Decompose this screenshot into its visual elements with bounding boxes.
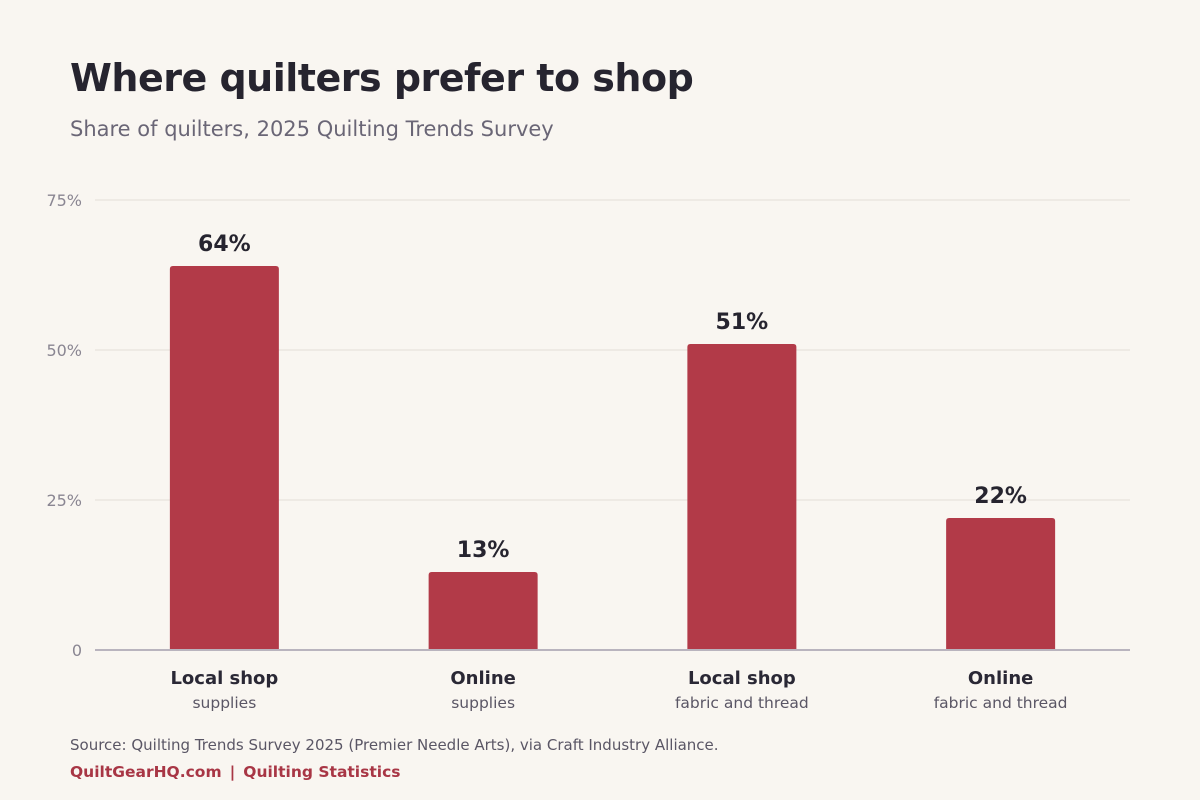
- x-axis-labels: Local shop supplies Online supplies Local sh…: [170, 668, 1067, 712]
- bar-value-label: 13%: [457, 538, 510, 563]
- bar[interactable]: [687, 344, 797, 650]
- x-category-sublabel: supplies: [451, 694, 515, 712]
- footer-credit: QuiltGearHQ.com | Quilting Statistics: [70, 763, 400, 781]
- bar[interactable]: [428, 572, 538, 650]
- footer-section-link[interactable]: Quilting Statistics: [243, 763, 401, 781]
- bar[interactable]: [169, 266, 279, 650]
- chart-title: Where quilters prefer to shop: [70, 56, 694, 100]
- bar-value-label: 64%: [198, 232, 251, 257]
- footer-site-link[interactable]: QuiltGearHQ.com: [70, 763, 222, 781]
- value-labels: 64% 13% 51% 22%: [198, 232, 1027, 563]
- y-tick-label: 25%: [46, 491, 82, 510]
- bars: [169, 266, 1056, 650]
- chart-subtitle: Share of quilters, 2025 Quilting Trends …: [70, 117, 554, 141]
- footer-separator: |: [229, 763, 236, 781]
- x-category-label: Local shop: [170, 668, 278, 689]
- x-category-sublabel: supplies: [192, 694, 256, 712]
- bar-value-label: 51%: [716, 310, 769, 335]
- y-tick-label: 0: [72, 641, 82, 660]
- y-tick-label: 50%: [46, 341, 82, 360]
- x-category-label: Local shop: [688, 668, 796, 689]
- x-category-label: Online: [968, 668, 1033, 689]
- x-category-sublabel: fabric and thread: [934, 694, 1068, 712]
- x-category-label: Online: [450, 668, 515, 689]
- y-axis-ticks: 0 25% 50% 75%: [46, 191, 82, 660]
- bar-value-label: 22%: [974, 484, 1027, 509]
- source-note: Source: Quilting Trends Survey 2025 (Pre…: [70, 736, 719, 754]
- x-category-sublabel: fabric and thread: [675, 694, 809, 712]
- bar[interactable]: [946, 518, 1056, 650]
- y-tick-label: 75%: [46, 191, 82, 210]
